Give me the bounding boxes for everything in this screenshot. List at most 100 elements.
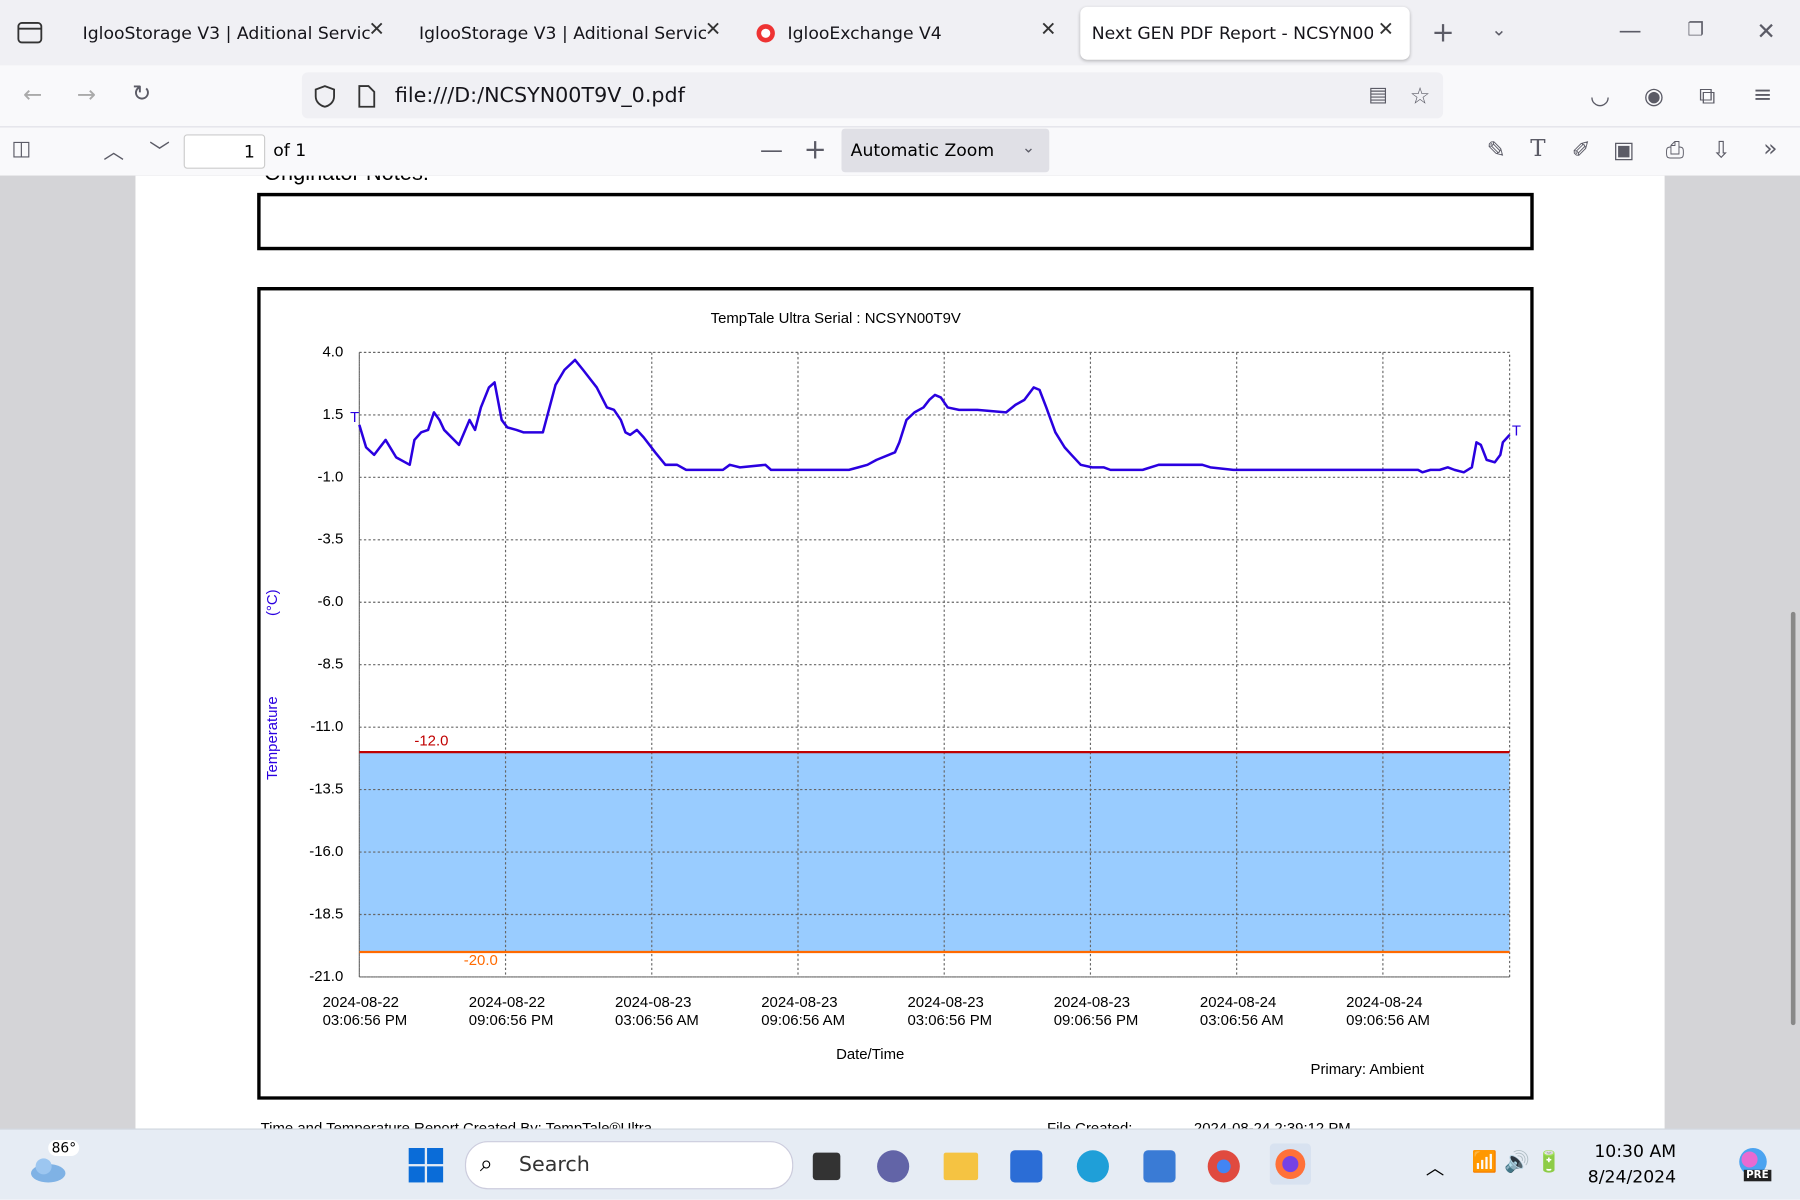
shield-icon[interactable]: [313, 84, 336, 109]
x-tick-label: 2024-08-23 09:06:56 AM: [761, 993, 846, 1029]
zoom-in[interactable]: +: [803, 133, 827, 166]
search-text[interactable]: Search: [518, 1152, 590, 1177]
close-window[interactable]: ✕: [1756, 17, 1776, 45]
firefox-icon[interactable]: [1269, 1143, 1312, 1185]
x-tick-label: 2024-08-23 03:06:56 PM: [907, 993, 993, 1029]
footer-text: File Created:: [1046, 1119, 1133, 1129]
copilot-icon[interactable]: [1736, 1146, 1770, 1183]
y-tick-label: -3.5: [318, 531, 344, 548]
notes-label: Originator Notes:: [264, 176, 429, 187]
print[interactable]: ⎙: [1665, 135, 1685, 164]
url-text[interactable]: file:///D:/NCSYN00T9V_0.pdf: [394, 83, 685, 108]
tab-list-icon[interactable]: [16, 21, 44, 46]
taskbar: 86° ⌕ Search ︿ 📶 🔊 🔋 10:30 AM 8/24/2024 …: [0, 1128, 1800, 1200]
minimize[interactable]: —: [1618, 16, 1642, 44]
next-page[interactable]: ﹀: [149, 140, 170, 165]
footer-text: Time and Temperature Report Created By: …: [260, 1119, 653, 1129]
x-tick-label: 2024-08-23 03:06:56 AM: [615, 993, 699, 1029]
plot-border: [358, 351, 1511, 978]
start-marker: T: [350, 409, 359, 426]
x-tick-label: 2024-08-24 03:06:56 AM: [1199, 993, 1284, 1029]
y-tick-label: -13.5: [309, 781, 343, 798]
tab-favicon: [756, 24, 775, 43]
url-bar[interactable]: [301, 72, 1444, 119]
menu[interactable]: ≡: [1752, 80, 1773, 108]
y-tick-label: -18.5: [309, 905, 343, 922]
y-axis-label: Temperature: [264, 696, 281, 780]
data-line: [358, 358, 1511, 474]
more-tools[interactable]: »: [1763, 134, 1778, 162]
active-tab[interactable]: [1080, 6, 1410, 60]
pre-badge: PRE: [1743, 1169, 1772, 1182]
tab[interactable]: IglooStorage V3 | Aditional Services: [82, 22, 370, 44]
tab-close[interactable]: ✕: [368, 18, 385, 42]
tab[interactable]: Next GEN PDF Report - NCSYN00T9: [1091, 22, 1374, 44]
weather-temp[interactable]: 86°: [48, 1139, 80, 1157]
back[interactable]: ←: [22, 80, 43, 108]
clock-time[interactable]: 10:30 AM: [1594, 1141, 1677, 1162]
file-icon: [358, 85, 376, 108]
note: Primary: Ambient: [1311, 1061, 1425, 1078]
y-tick-label: -1.0: [318, 468, 344, 485]
threshold-label: -20.0: [464, 952, 498, 969]
taskbar-apps[interactable]: [808, 1146, 1267, 1187]
start-button[interactable]: [408, 1147, 445, 1184]
y-tick-label: 1.5: [323, 406, 344, 423]
tab[interactable]: IglooStorage V3 | Aditional Services: [419, 22, 707, 44]
zoom-caret[interactable]: ⌄: [1021, 138, 1036, 158]
restore[interactable]: ❐: [1687, 18, 1705, 41]
pocket[interactable]: ◡: [1589, 81, 1611, 110]
pdf-page: Originator Notes: 4.0 1.5 -1.0 -3.5 -6.0 -8.5…: [135, 175, 1665, 1129]
tray-icons[interactable]: 📶 🔊 🔋: [1471, 1150, 1563, 1175]
save[interactable]: ⇩: [1711, 135, 1731, 164]
y-tick-label: 4.0: [323, 343, 344, 360]
y-tick-label: -21.0: [309, 968, 343, 985]
page-count: of 1: [273, 140, 307, 161]
tab-menu[interactable]: ⌄: [1491, 18, 1507, 41]
tab-close[interactable]: ✕: [1377, 18, 1394, 42]
y-axis-unit: (°C): [264, 589, 281, 616]
extensions[interactable]: ⧉: [1699, 81, 1716, 110]
tray-chevron[interactable]: ︿: [1425, 1157, 1445, 1179]
y-tick-label: -11.0: [310, 718, 343, 735]
y-tick-label: -6.0: [318, 593, 344, 610]
zoom-out[interactable]: —: [759, 135, 783, 164]
clock-date[interactable]: 8/24/2024: [1587, 1166, 1677, 1188]
forward[interactable]: →: [76, 80, 97, 108]
text-tool[interactable]: T: [1530, 134, 1546, 162]
new-tab[interactable]: +: [1431, 16, 1455, 49]
image-tool[interactable]: ▣: [1612, 135, 1635, 164]
threshold-label: -12.0: [414, 733, 448, 750]
page-input[interactable]: 1: [183, 134, 266, 169]
x-tick-label: 2024-08-23 09:06:56 PM: [1053, 993, 1139, 1029]
x-tick-label: 2024-08-24 09:06:56 AM: [1346, 993, 1430, 1029]
bookmark[interactable]: ☆: [1409, 81, 1431, 110]
weather-icon[interactable]: [28, 1153, 69, 1185]
highlight-tool[interactable]: ✎: [1486, 135, 1506, 164]
chart-title: TempTale Ultra Serial : NCSYN00T9V: [711, 310, 961, 327]
draw-tool[interactable]: ✐: [1571, 135, 1591, 164]
reload[interactable]: ↻: [132, 79, 152, 107]
chart: 4.0 1.5 -1.0 -3.5 -6.0 -8.5 -11.0 -13.5 -16.0 -18…: [257, 287, 1534, 1100]
sidebar-toggle[interactable]: ◫: [11, 136, 32, 161]
y-tick-label: -8.5: [318, 656, 344, 673]
search-icon[interactable]: ⌕: [479, 1149, 493, 1177]
chart-box: 4.0 1.5 -1.0 -3.5 -6.0 -8.5 -11.0 -13.5 -16.0 -18…: [257, 287, 1534, 1100]
y-tick-label: -16.0: [309, 843, 343, 860]
notes-box: [257, 192, 1534, 251]
x-axis-label: Date/Time: [836, 1046, 904, 1063]
zoom-select[interactable]: Automatic Zoom: [841, 128, 1050, 173]
account[interactable]: ◉: [1643, 81, 1664, 110]
x-tick-label: 2024-08-22 03:06:56 PM: [322, 993, 408, 1029]
tab-close[interactable]: ✕: [1040, 18, 1057, 42]
x-tick-label: 2024-08-22 09:06:56 PM: [468, 993, 554, 1029]
search-box[interactable]: [464, 1141, 794, 1190]
tab[interactable]: IglooExchange V4: [787, 22, 942, 44]
viewer: Originator Notes: 4.0 1.5 -1.0 -3.5 -6.0 -8.5…: [0, 175, 1800, 1129]
end-marker: T: [1512, 422, 1521, 439]
prev-page[interactable]: ︿: [103, 140, 124, 165]
reader-view[interactable]: ▤: [1368, 82, 1388, 107]
tab-close[interactable]: ✕: [704, 18, 722, 42]
scrollbar[interactable]: [1790, 611, 1796, 1026]
